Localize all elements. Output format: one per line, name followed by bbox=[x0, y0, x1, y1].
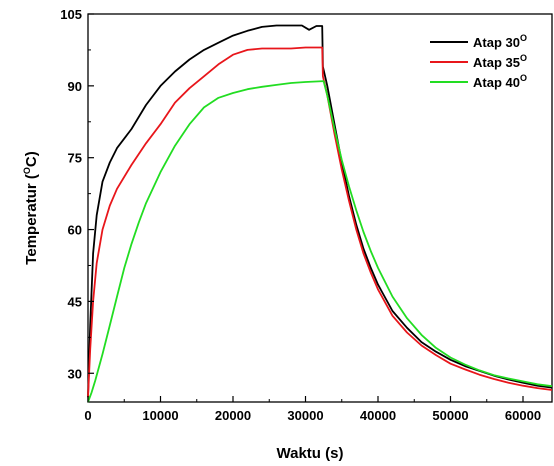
legend-item-1: Atap 30O bbox=[430, 33, 527, 50]
x-tick-label: 50000 bbox=[432, 408, 468, 423]
y-axis-title-main: Temperatur ( bbox=[23, 174, 40, 265]
x-tick-label: 30000 bbox=[287, 408, 323, 423]
x-tick-label: 40000 bbox=[360, 408, 396, 423]
y-tick-label: 45 bbox=[68, 294, 82, 309]
legend: Atap 30O Atap 35O Atap 40O bbox=[430, 33, 527, 90]
x-axis-title: Waktu (s) bbox=[277, 445, 344, 462]
y-axis-title-end: C) bbox=[23, 151, 40, 167]
legend-label: Atap 35O bbox=[473, 53, 527, 70]
y-axis-title-sup: O bbox=[22, 167, 32, 174]
legend-label: Atap 30O bbox=[473, 33, 527, 50]
series-line-1 bbox=[87, 24, 553, 398]
series-line-2 bbox=[87, 46, 553, 398]
x-tick-label: 60000 bbox=[505, 408, 541, 423]
legend-item-2: Atap 35O bbox=[430, 53, 527, 70]
y-tick-label: 105 bbox=[60, 7, 82, 22]
y-axis-title: Temperatur (OC) bbox=[22, 151, 40, 264]
y-axis-ticks: 30 45 60 75 90 105 bbox=[60, 7, 94, 381]
x-axis-ticks: 0 10000 20000 30000 40000 50000 60000 bbox=[84, 396, 541, 423]
x-tick-label: 10000 bbox=[142, 408, 178, 423]
x-tick-label: 0 bbox=[84, 408, 91, 423]
series-layer bbox=[87, 24, 553, 403]
y-tick-label: 60 bbox=[68, 223, 82, 238]
y-tick-label: 75 bbox=[68, 151, 82, 166]
legend-item-3: Atap 40O bbox=[430, 73, 527, 90]
plot-area: 0 10000 20000 30000 40000 50000 60000 30 45 60 75… bbox=[60, 7, 553, 423]
plot-frame bbox=[87, 13, 553, 403]
legend-label: Atap 40O bbox=[473, 73, 527, 90]
y-tick-label: 30 bbox=[68, 366, 82, 381]
y-tick-label: 90 bbox=[68, 79, 82, 94]
series-line-3 bbox=[87, 80, 553, 403]
x-tick-label: 20000 bbox=[215, 408, 251, 423]
